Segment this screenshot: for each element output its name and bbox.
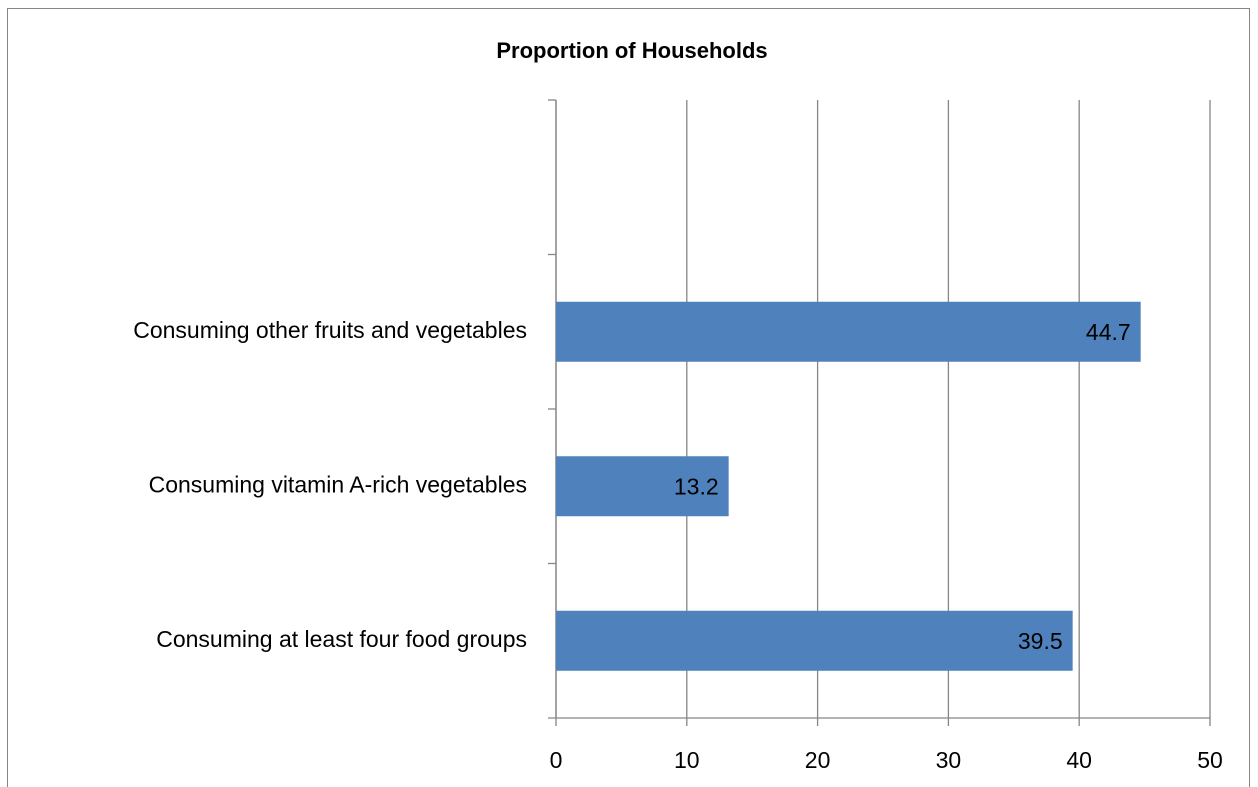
chart-frame — [7, 8, 1250, 787]
bar — [556, 456, 729, 517]
x-tick-label: 20 — [805, 747, 831, 773]
data-label: 39.5 — [1018, 628, 1063, 654]
x-tick-label: 10 — [674, 747, 700, 773]
x-tick-label: 0 — [550, 747, 563, 773]
data-label: 44.7 — [1086, 319, 1131, 345]
x-tick-label: 50 — [1197, 747, 1223, 773]
x-tick-label: 40 — [1066, 747, 1092, 773]
y-tick-label: Consuming vitamin A-rich vegetables — [149, 471, 527, 497]
y-tick-label: Consuming at least four food groups — [156, 626, 527, 652]
bar — [556, 610, 1073, 671]
y-tick-label: Consuming other fruits and vegetables — [133, 317, 527, 343]
x-tick-label: 30 — [936, 747, 962, 773]
data-label: 13.2 — [674, 473, 719, 499]
chart-title: Proportion of Households — [496, 38, 767, 63]
bar — [556, 301, 1141, 362]
